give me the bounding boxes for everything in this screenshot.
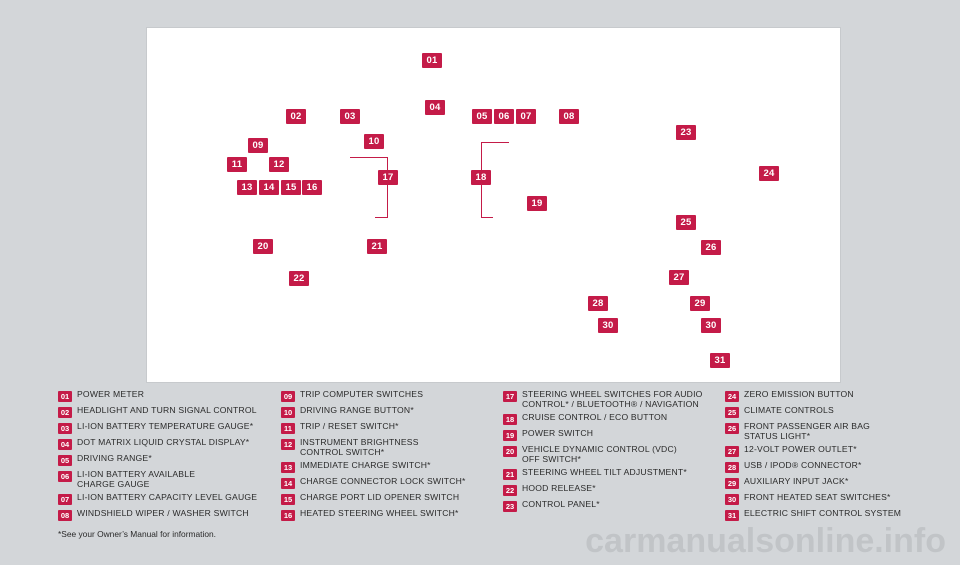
footnote: *See your Owner’s Manual for information… [58, 529, 216, 539]
bracket-18-bottom [481, 217, 493, 218]
legend-column-4: 24 ZERO EMISSION BUTTON 25 CLIMATE CONTROL… [725, 389, 945, 525]
legend-item-08: 08 WINDSHIELD WIPER / WASHER SWITCH [58, 509, 278, 522]
legend-item-10: 10 DRIVING RANGE BUTTON* [281, 405, 501, 418]
marker-05: 05 [472, 109, 492, 124]
legend-item-18: 18 CRUISE CONTROL / ECO BUTTON [503, 413, 723, 426]
marker-28: 28 [588, 296, 608, 311]
legend-item-23: 23 CONTROL PANEL* [503, 500, 723, 513]
legend-item-09: 09 TRIP COMPUTER SWITCHES [281, 389, 501, 402]
marker-15: 15 [281, 180, 301, 195]
marker-24: 24 [759, 166, 779, 181]
legend-item-01: 01 POWER METER [58, 389, 278, 402]
watermark: carmanualsonline.info [585, 522, 946, 560]
legend-item-14: 14 CHARGE CONNECTOR LOCK SWITCH* [281, 477, 501, 490]
legend-item-25: 25 CLIMATE CONTROLS [725, 405, 945, 418]
marker-14: 14 [259, 180, 279, 195]
bracket-17-vert [387, 157, 388, 218]
marker-26: 26 [701, 240, 721, 255]
marker-29: 29 [690, 296, 710, 311]
legend-item-12: 12 INSTRUMENT BRIGHTNESS CONTROL SWITCH* [281, 437, 501, 457]
legend-column-1: 01 POWER METER 02 HEADLIGHT AND TURN SIGNA… [58, 389, 278, 525]
marker-21: 21 [367, 239, 387, 254]
marker-11: 11 [227, 157, 247, 172]
legend-item-30: 30 FRONT HEATED SEAT SWITCHES* [725, 493, 945, 506]
legend-item-21: 21 STEERING WHEEL TILT ADJUSTMENT* [503, 468, 723, 481]
legend-item-06: 06 LI-ION BATTERY AVAILABLE CHARGE GAUGE [58, 469, 278, 489]
marker-04: 04 [425, 100, 445, 115]
legend-item-03: 03 LI-ION BATTERY TEMPERATURE GAUGE* [58, 421, 278, 434]
bracket-17-top [350, 157, 388, 158]
marker-09: 09 [248, 138, 268, 153]
marker-03: 03 [340, 109, 360, 124]
legend-item-26: 26 FRONT PASSENGER AIR BAG STATUS LIGHT* [725, 421, 945, 441]
marker-08: 08 [559, 109, 579, 124]
marker-23: 23 [676, 125, 696, 140]
legend-item-05: 05 DRIVING RANGE* [58, 453, 278, 466]
diagram-panel [146, 27, 841, 383]
legend-item-20: 20 VEHICLE DYNAMIC CONTROL (VDC) OFF SWIT… [503, 444, 723, 464]
legend-item-15: 15 CHARGE PORT LID OPENER SWITCH [281, 493, 501, 506]
marker-27: 27 [669, 270, 689, 285]
legend-item-17: 17 STEERING WHEEL SWITCHES FOR AUDIO CONT… [503, 389, 723, 409]
legend-item-24: 24 ZERO EMISSION BUTTON [725, 389, 945, 402]
legend-item-19: 19 POWER SWITCH [503, 429, 723, 442]
marker-20: 20 [253, 239, 273, 254]
marker-06: 06 [494, 109, 514, 124]
marker-13: 13 [237, 180, 257, 195]
legend-column-3: 17 STEERING WHEEL SWITCHES FOR AUDIO CONT… [503, 389, 723, 516]
marker-12: 12 [269, 157, 289, 172]
marker-10: 10 [364, 134, 384, 149]
marker-19: 19 [527, 196, 547, 211]
legend-item-27: 27 12-VOLT POWER OUTLET* [725, 445, 945, 458]
bracket-18-top [481, 142, 509, 143]
bracket-17-bottom [375, 217, 388, 218]
marker-18: 18 [471, 170, 491, 185]
legend-item-22: 22 HOOD RELEASE* [503, 484, 723, 497]
legend-item-13: 13 IMMEDIATE CHARGE SWITCH* [281, 461, 501, 474]
marker-22: 22 [289, 271, 309, 286]
marker-01: 01 [422, 53, 442, 68]
legend-item-04: 04 DOT MATRIX LIQUID CRYSTAL DISPLAY* [58, 437, 278, 450]
marker-02: 02 [286, 109, 306, 124]
marker-31: 31 [710, 353, 730, 368]
legend-item-16: 16 HEATED STEERING WHEEL SWITCH* [281, 509, 501, 522]
marker-07: 07 [516, 109, 536, 124]
marker-17: 17 [378, 170, 398, 185]
legend-item-11: 11 TRIP / RESET SWITCH* [281, 421, 501, 434]
legend-item-07: 07 LI-ION BATTERY CAPACITY LEVEL GAUGE [58, 493, 278, 506]
legend-item-29: 29 AUXILIARY INPUT JACK* [725, 477, 945, 490]
legend-item-31: 31 ELECTRIC SHIFT CONTROL SYSTEM [725, 509, 945, 522]
marker-30-right: 30 [701, 318, 721, 333]
legend-column-2: 09 TRIP COMPUTER SWITCHES 10 DRIVING RANGE… [281, 389, 501, 525]
marker-30-left: 30 [598, 318, 618, 333]
legend-item-02: 02 HEADLIGHT AND TURN SIGNAL CONTROL [58, 405, 278, 418]
marker-25: 25 [676, 215, 696, 230]
legend-item-28: 28 USB / IPOD® CONNECTOR* [725, 461, 945, 474]
marker-16: 16 [302, 180, 322, 195]
